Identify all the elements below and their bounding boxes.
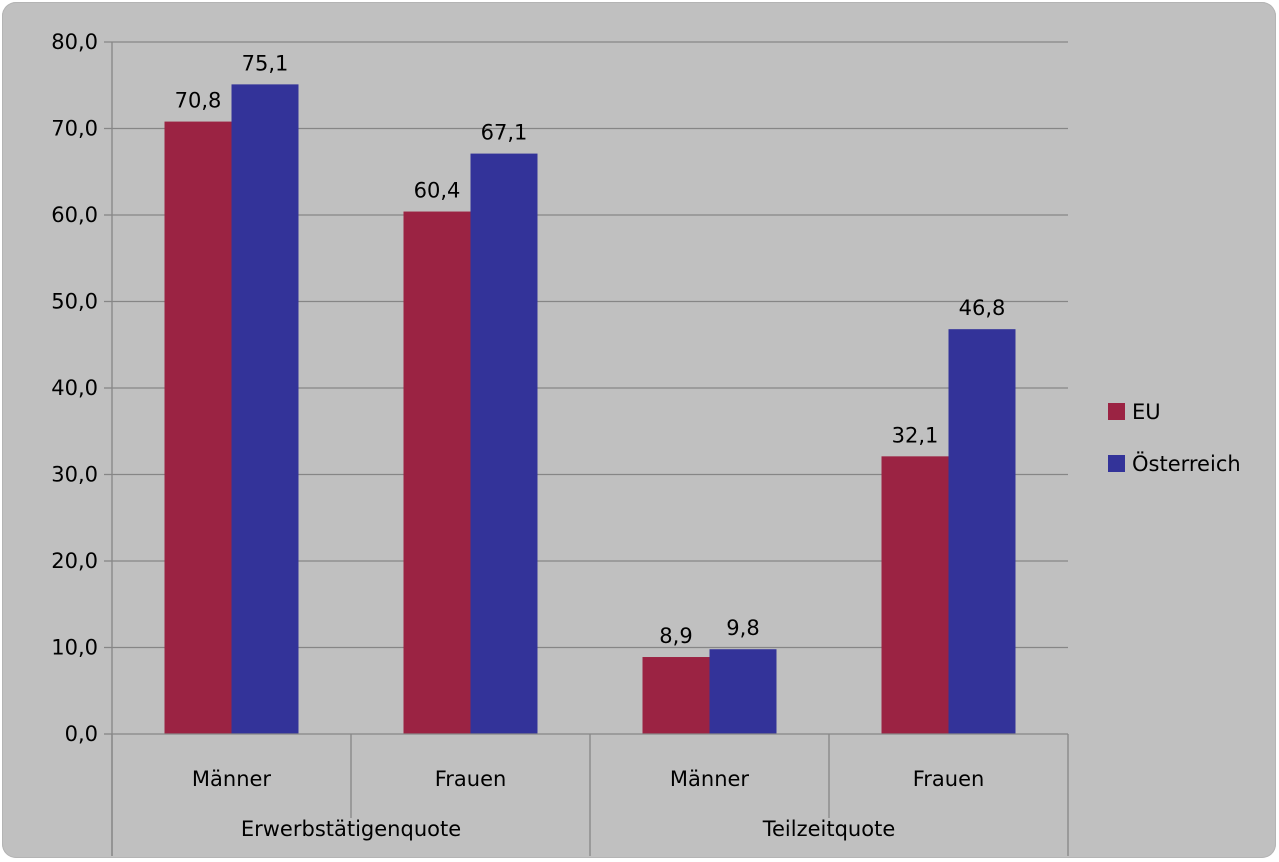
group-label: Teilzeitquote (762, 817, 896, 841)
legend-swatch (1108, 455, 1125, 472)
data-label: 75,1 (242, 51, 289, 75)
data-label: 9,8 (726, 616, 759, 640)
bar (470, 153, 538, 734)
bars (164, 84, 1016, 735)
legend: EU Österreich (1108, 400, 1241, 476)
y-tick-label: 0,0 (65, 722, 98, 746)
y-tick-label: 70,0 (51, 117, 98, 141)
y-tick-label: 60,0 (51, 203, 98, 227)
bar (231, 84, 299, 734)
category-label: Männer (670, 767, 750, 791)
data-label: 60,4 (414, 179, 461, 203)
bar (642, 657, 710, 734)
y-tick-label: 50,0 (51, 290, 98, 314)
category-label: Frauen (913, 767, 985, 791)
y-tick-label: 10,0 (51, 636, 98, 660)
bar (403, 211, 471, 735)
y-tick-label: 80,0 (51, 30, 98, 54)
axes: 0,0 10,0 20,0 30,0 40,0 50,0 60,0 70,0 80,0 Männe… (51, 30, 1069, 856)
category-label: Frauen (435, 767, 507, 791)
legend-label: Österreich (1132, 451, 1241, 476)
y-tick-label: 40,0 (51, 376, 98, 400)
data-label: 8,9 (659, 624, 692, 648)
category-label: Männer (192, 767, 272, 791)
group-label: Erwerbstätigenquote (241, 817, 461, 841)
y-tick-label: 20,0 (51, 549, 98, 573)
legend-label: EU (1132, 400, 1161, 424)
y-tick-label: 30,0 (51, 463, 98, 487)
bar (709, 649, 777, 734)
data-label: 67,1 (481, 121, 528, 145)
bar (881, 456, 949, 734)
data-label: 32,1 (892, 423, 939, 447)
bar (164, 121, 232, 734)
data-labels: 70,8 60,4 8,9 32,1 75,1 67,1 9,8 46,8 (175, 51, 1006, 648)
data-label: 46,8 (959, 296, 1006, 320)
legend-swatch (1108, 403, 1125, 420)
data-label: 70,8 (175, 89, 222, 113)
bar (948, 329, 1016, 734)
